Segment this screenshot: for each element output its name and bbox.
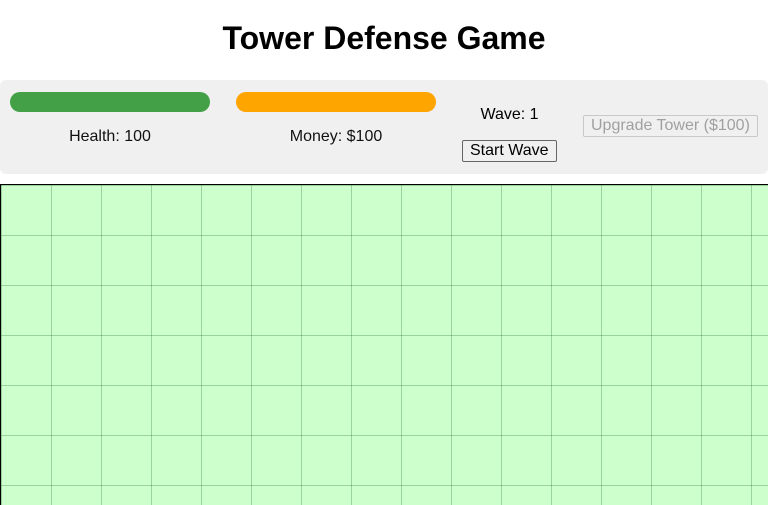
page-title: Tower Defense Game [222,20,546,56]
money-bar [236,92,436,112]
health-label: Health: 100 [69,128,151,145]
wave-label: Wave: 1 [480,106,539,123]
health-bar [10,92,210,112]
start-wave-button[interactable]: Start Wave [462,140,557,162]
money-stat: Money: $100 [236,92,436,146]
game-board[interactable] [0,184,768,505]
upgrade-tower-button[interactable]: Upgrade Tower ($100) [583,115,758,137]
status-panel: Health: 100 Money: $100 Wave: 1 Start Wa… [0,80,768,174]
health-stat: Health: 100 [10,92,210,146]
money-label: Money: $100 [289,128,383,145]
